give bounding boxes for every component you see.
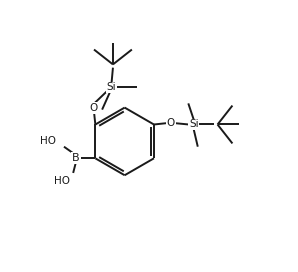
Text: O: O (167, 118, 175, 128)
Text: Si: Si (189, 119, 198, 129)
Text: Si: Si (107, 82, 117, 92)
Text: HO: HO (55, 175, 70, 186)
Text: B: B (72, 153, 80, 163)
Text: HO: HO (41, 136, 56, 146)
Text: O: O (90, 103, 98, 113)
